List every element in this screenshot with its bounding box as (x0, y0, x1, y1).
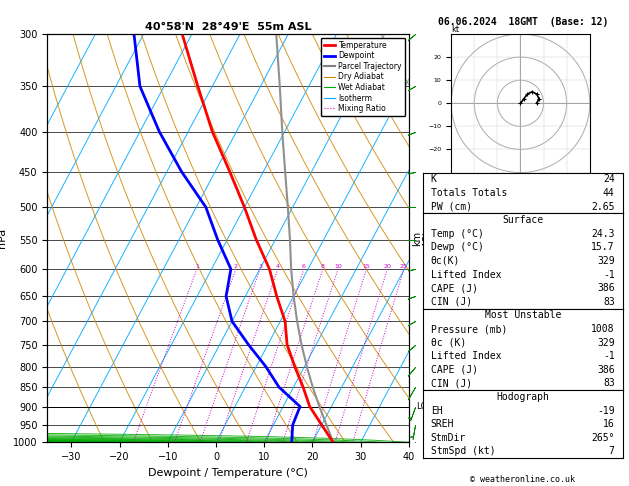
Text: CIN (J): CIN (J) (431, 297, 472, 307)
Text: StmDir: StmDir (431, 433, 466, 443)
Text: 24: 24 (603, 174, 615, 184)
Text: -1: -1 (603, 351, 615, 361)
Text: 15.7: 15.7 (591, 243, 615, 252)
Text: 24.3: 24.3 (591, 229, 615, 239)
Text: Temp (°C): Temp (°C) (431, 229, 484, 239)
Text: Surface: Surface (502, 215, 543, 225)
Text: 83: 83 (603, 297, 615, 307)
Text: 386: 386 (597, 283, 615, 293)
Text: 329: 329 (597, 256, 615, 266)
Text: CAPE (J): CAPE (J) (431, 283, 477, 293)
Text: 8: 8 (321, 264, 325, 269)
Text: 10: 10 (334, 264, 342, 269)
Text: Dewp (°C): Dewp (°C) (431, 243, 484, 252)
Text: Pressure (mb): Pressure (mb) (431, 324, 507, 334)
Text: 2.65: 2.65 (591, 202, 615, 211)
Text: 16: 16 (603, 419, 615, 429)
Text: 25: 25 (400, 264, 408, 269)
Text: CAPE (J): CAPE (J) (431, 365, 477, 375)
Text: kt: kt (451, 25, 459, 34)
Text: 386: 386 (597, 365, 615, 375)
Text: -19: -19 (597, 406, 615, 416)
Text: SREH: SREH (431, 419, 454, 429)
Text: 3: 3 (258, 264, 262, 269)
Text: © weatheronline.co.uk: © weatheronline.co.uk (470, 474, 575, 484)
Text: 6: 6 (302, 264, 306, 269)
Text: 1: 1 (195, 264, 199, 269)
Text: CIN (J): CIN (J) (431, 379, 472, 388)
Text: Most Unstable: Most Unstable (484, 311, 561, 320)
Text: 44: 44 (603, 188, 615, 198)
Text: PW (cm): PW (cm) (431, 202, 472, 211)
Text: Lifted Index: Lifted Index (431, 270, 501, 279)
Text: StmSpd (kt): StmSpd (kt) (431, 447, 495, 456)
Text: 2: 2 (234, 264, 238, 269)
Text: EH: EH (431, 406, 442, 416)
Text: 7: 7 (609, 447, 615, 456)
Text: 06.06.2024  18GMT  (Base: 12): 06.06.2024 18GMT (Base: 12) (438, 17, 608, 27)
Y-axis label: hPa: hPa (0, 228, 8, 248)
Text: 4: 4 (276, 264, 280, 269)
Y-axis label: km
ASL: km ASL (411, 229, 433, 247)
Text: Hodograph: Hodograph (496, 392, 549, 402)
Text: Lifted Index: Lifted Index (431, 351, 501, 361)
Text: θc (K): θc (K) (431, 338, 466, 347)
Text: 1008: 1008 (591, 324, 615, 334)
Text: LCL: LCL (416, 402, 431, 411)
Text: θc(K): θc(K) (431, 256, 460, 266)
Legend: Temperature, Dewpoint, Parcel Trajectory, Dry Adiabat, Wet Adiabat, Isotherm, Mi: Temperature, Dewpoint, Parcel Trajectory… (321, 38, 405, 116)
Title: 40°58'N  28°49'E  55m ASL: 40°58'N 28°49'E 55m ASL (145, 22, 311, 32)
Text: K: K (431, 174, 437, 184)
Text: 265°: 265° (591, 433, 615, 443)
Text: 83: 83 (603, 379, 615, 388)
Text: -1: -1 (603, 270, 615, 279)
Text: 15: 15 (362, 264, 370, 269)
Text: Totals Totals: Totals Totals (431, 188, 507, 198)
Text: 329: 329 (597, 338, 615, 347)
X-axis label: Dewpoint / Temperature (°C): Dewpoint / Temperature (°C) (148, 468, 308, 478)
Text: 20: 20 (384, 264, 391, 269)
